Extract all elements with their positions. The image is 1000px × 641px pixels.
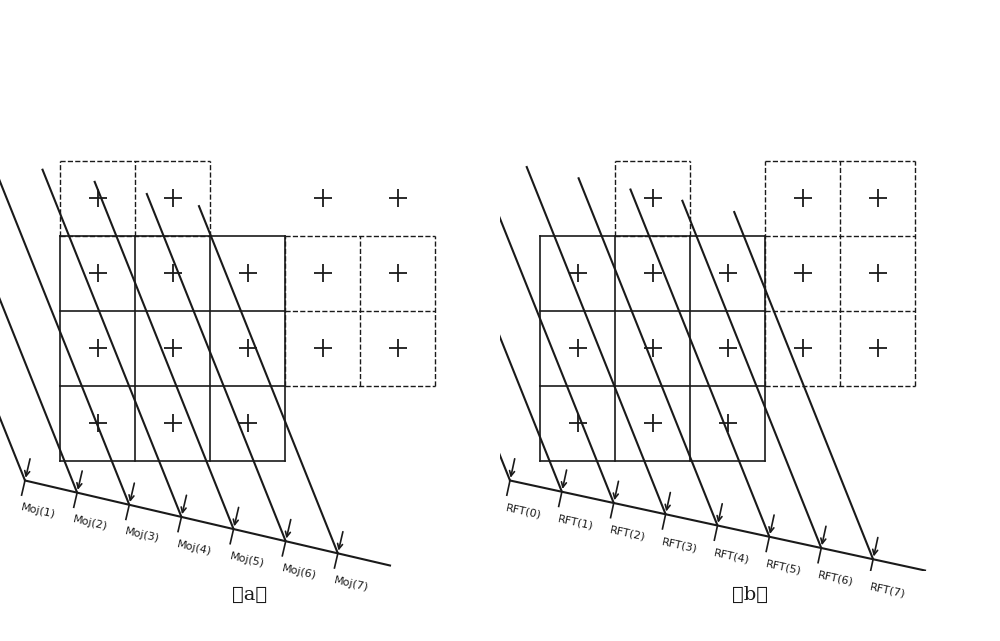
Text: （a）: （a）	[232, 585, 268, 603]
Text: Moj(3): Moj(3)	[124, 527, 161, 544]
Text: RFT(3): RFT(3)	[661, 537, 699, 554]
Text: RFT(0): RFT(0)	[505, 503, 543, 520]
Text: RFT(7): RFT(7)	[868, 581, 906, 599]
Text: RFT(1): RFT(1)	[557, 513, 595, 531]
Text: Moj(7): Moj(7)	[333, 575, 369, 593]
Text: Moj(2): Moj(2)	[72, 515, 109, 532]
Text: （b）: （b）	[732, 585, 768, 603]
Text: Moj(1): Moj(1)	[20, 503, 56, 520]
Text: Moj(5): Moj(5)	[228, 551, 265, 569]
Text: RFT(4): RFT(4)	[713, 547, 751, 565]
Text: RFT(5): RFT(5)	[765, 559, 802, 576]
Text: RFT(6): RFT(6)	[816, 570, 854, 587]
Text: Moj(6): Moj(6)	[281, 563, 317, 581]
Text: RFT(2): RFT(2)	[609, 525, 647, 542]
Text: Moj(4): Moj(4)	[176, 539, 213, 556]
